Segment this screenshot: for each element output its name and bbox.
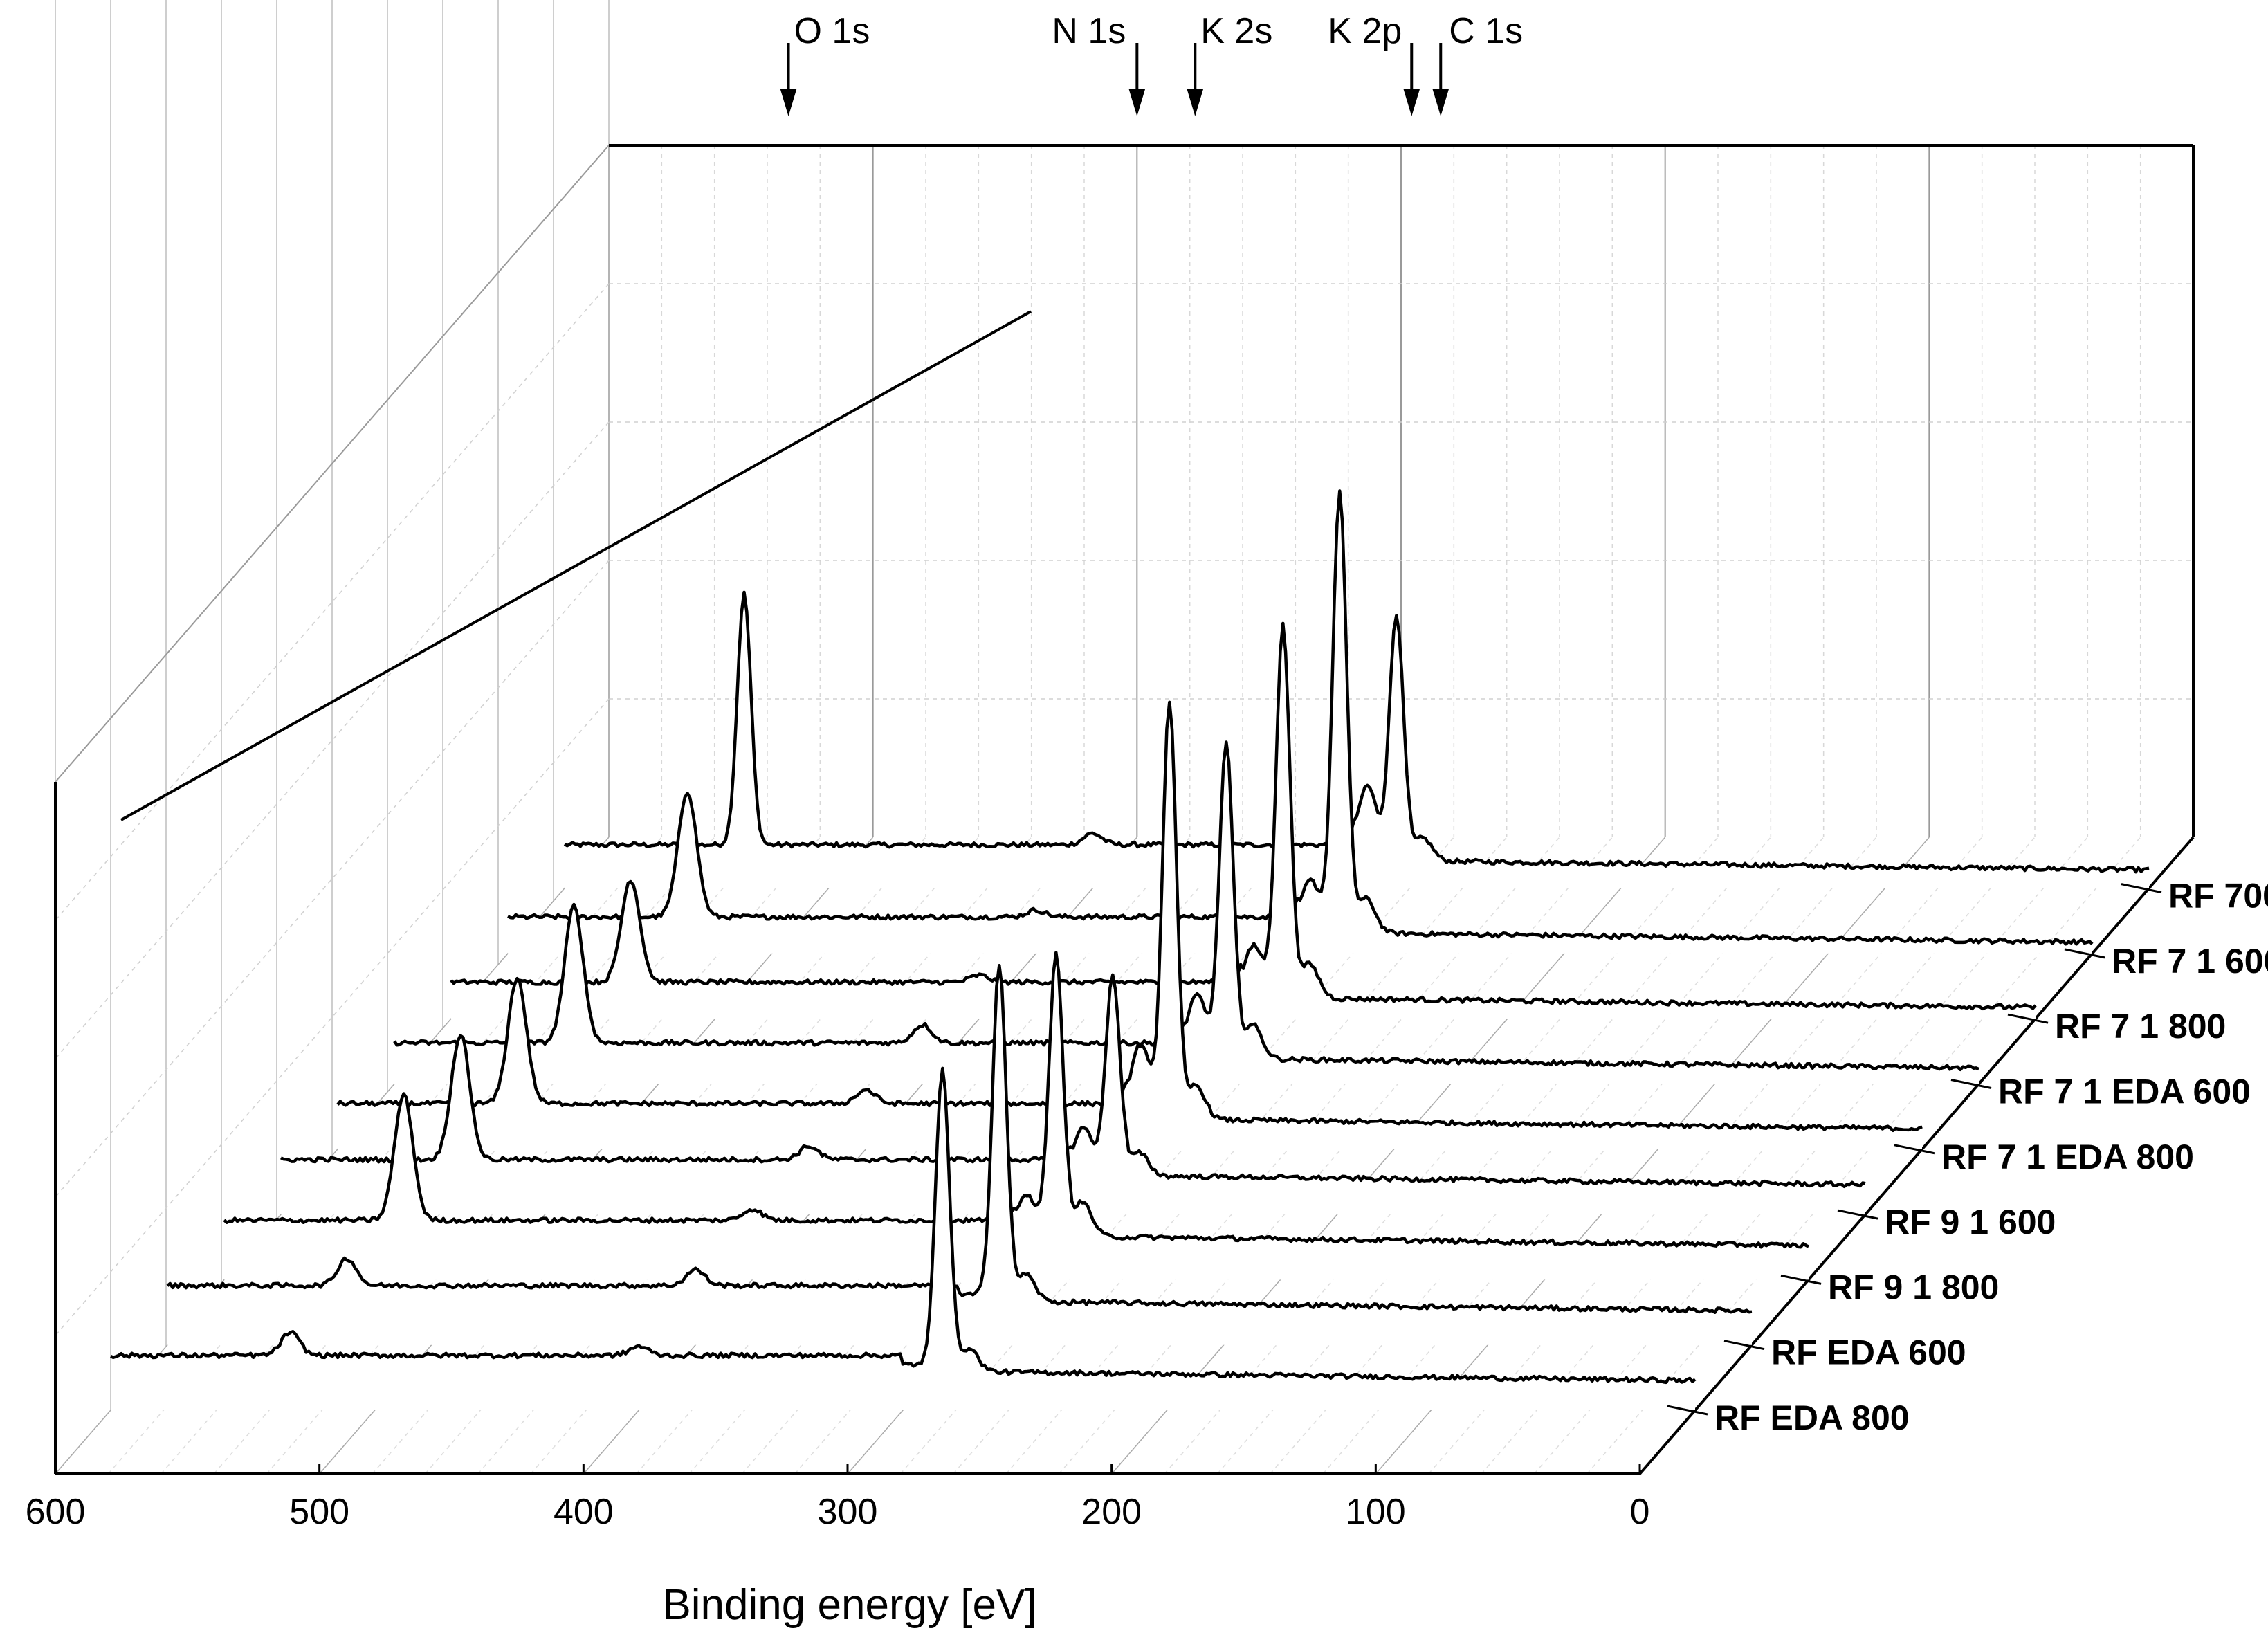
x-tick-label: 200	[1081, 1492, 1142, 1532]
series-label: RF 9 1 800	[1828, 1268, 1999, 1306]
peak-marker-arrow-head	[1187, 89, 1204, 116]
series-line	[393, 740, 1979, 1072]
series-line	[450, 621, 2037, 1011]
series-label: RF 7 1 EDA 800	[1941, 1138, 2194, 1176]
trace-fill	[281, 974, 1865, 1215]
trace-fill	[224, 952, 1809, 1280]
peak-marker-label: K 2p	[1328, 11, 1402, 51]
series-line	[223, 951, 1810, 1249]
series-label-leader	[2064, 948, 2105, 959]
right-depth-axis	[1638, 836, 2195, 1475]
series-line	[336, 700, 1923, 1133]
series-line	[110, 1066, 1697, 1385]
series-line	[166, 963, 1753, 1315]
series-line	[280, 973, 1866, 1189]
trace-fill	[167, 965, 1752, 1345]
x-axis-ticks: 600 500 400 300 200 100 0	[26, 1464, 1650, 1532]
series-label: RF EDA 600	[1771, 1333, 1966, 1372]
x-tick-label: 500	[289, 1492, 349, 1532]
left-wall-top-edge	[55, 145, 610, 783]
x-tick-label: 600	[26, 1492, 86, 1532]
peak-marker-label: K 2s	[1200, 11, 1272, 51]
series-label: RF 7 1 600	[2112, 942, 2268, 980]
series-labels: RF 700 RF 7 1 600 RF 7 1 800 RF 7 1 EDA 600…	[1667, 877, 2268, 1437]
trace-fill	[394, 742, 1979, 1084]
trace-fill	[565, 592, 2149, 888]
x-tick-label: 400	[554, 1492, 614, 1532]
series-label: RF 9 1 600	[1885, 1203, 2056, 1241]
x-axis-title: Binding energy [eV]	[662, 1581, 1036, 1629]
series-label-leader	[1950, 1079, 1992, 1089]
diagonal-guide-line	[120, 310, 1032, 821]
peak-marker-arrow-head	[1403, 89, 1420, 116]
series-label-leader	[2007, 1013, 2049, 1024]
peak-marker-arrow-head	[1128, 89, 1146, 116]
x-tick-label: 0	[1630, 1492, 1650, 1532]
series-line	[563, 590, 2150, 874]
trace-fill	[338, 702, 1922, 1149]
back-wall-grid	[55, 0, 2194, 1474]
series-label-leader	[1894, 1144, 1935, 1155]
peak-marker-label: O 1s	[794, 11, 870, 51]
spectra-traces	[110, 489, 2150, 1410]
x-tick-label: 300	[818, 1492, 878, 1532]
series-label-leader	[2121, 883, 2162, 894]
series-label: RF 700	[2168, 877, 2268, 915]
series-label: RF EDA 800	[1714, 1398, 1910, 1437]
series-label: RF 7 1 EDA 600	[1998, 1073, 2251, 1111]
peak-marker-arrow-head	[1432, 89, 1449, 116]
peak-markers: O 1s N 1s K 2s K 2p C 1s	[780, 11, 1523, 116]
peak-marker-arrow-head	[780, 89, 797, 116]
series-line	[506, 489, 2094, 946]
series-label-leader	[1667, 1405, 1708, 1416]
peak-marker-label: C 1s	[1449, 11, 1523, 51]
series-label-leader	[1780, 1274, 1822, 1285]
trace-fill	[451, 623, 2036, 1019]
peak-marker-label: N 1s	[1052, 11, 1126, 51]
series-label-leader	[1837, 1209, 1878, 1220]
series-label: RF 7 1 800	[2055, 1007, 2226, 1046]
x-tick-label: 100	[1346, 1492, 1406, 1532]
trace-fill	[111, 1068, 1695, 1410]
series-label-leader	[1723, 1340, 1765, 1351]
